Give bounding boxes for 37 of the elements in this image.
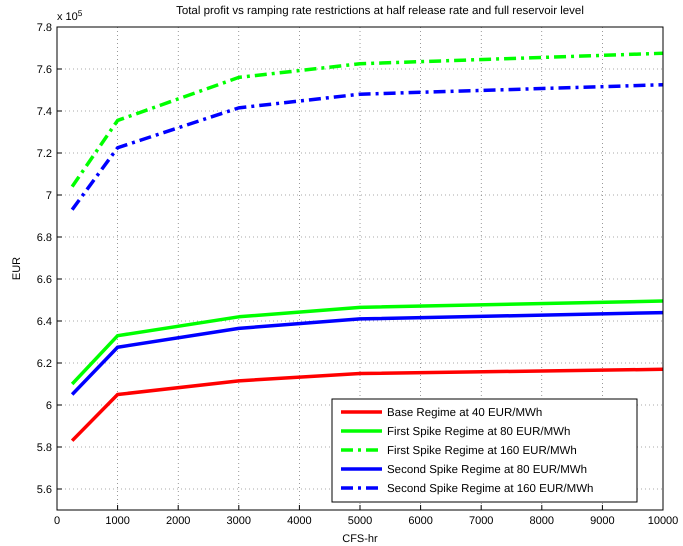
legend-label: First Spike Regime at 160 EUR/MWh (387, 445, 577, 457)
x-tick-label: 5000 (348, 515, 372, 527)
y-tick-label: 5.6 (36, 484, 52, 496)
x-tick-label: 0 (54, 515, 60, 527)
line-series (70, 310, 665, 396)
y-tick-label: 5.8 (36, 442, 52, 454)
legend-label: Second Spike Regime at 80 EUR/MWh (387, 464, 588, 476)
x-tick-label: 8000 (530, 515, 554, 527)
legend-label: Base Regime at 40 EUR/MWh (387, 407, 542, 419)
y-tick-label: 6.8 (36, 232, 52, 244)
y-tick-label: 7.2 (36, 148, 52, 160)
x-tick-label: 6000 (408, 515, 433, 527)
y-tick-label: 6 (46, 400, 52, 412)
x-tick-label: 9000 (590, 515, 615, 527)
legend-label: First Spike Regime at 80 EUR/MWh (387, 426, 570, 438)
y-tick-label: 6.2 (36, 358, 52, 370)
legend-label: Second Spike Regime at 160 EUR/MWh (387, 483, 594, 495)
x-tick-label: 1000 (105, 515, 130, 527)
y-tick-label: 7.6 (36, 64, 52, 76)
y-tick-label: 7.4 (36, 106, 52, 118)
text: x 10$^{5}$ (57, 8, 83, 23)
y-tick-label: 7.8 (36, 22, 52, 34)
y-axis-title: EUR (11, 256, 23, 280)
line-series (70, 52, 665, 188)
y-tick-label: 6.6 (36, 274, 52, 286)
x-tick-label: 7000 (468, 515, 494, 527)
x-tick-label: 3000 (226, 515, 252, 527)
y-tick-label: 7 (46, 190, 52, 202)
chart-title: Total profit vs ramping rate restrictions at half release rate and full reservoir level (176, 5, 584, 17)
x-tick-label: 10000 (648, 515, 678, 527)
line-series (70, 368, 665, 442)
y-tick-label: 6.4 (36, 316, 52, 328)
x-tick-label: 4000 (287, 515, 312, 527)
x-axis-title: CFS-hr (342, 533, 378, 545)
line-series (70, 299, 665, 386)
x-tick-label: 2000 (166, 515, 190, 527)
line-series (70, 83, 665, 212)
